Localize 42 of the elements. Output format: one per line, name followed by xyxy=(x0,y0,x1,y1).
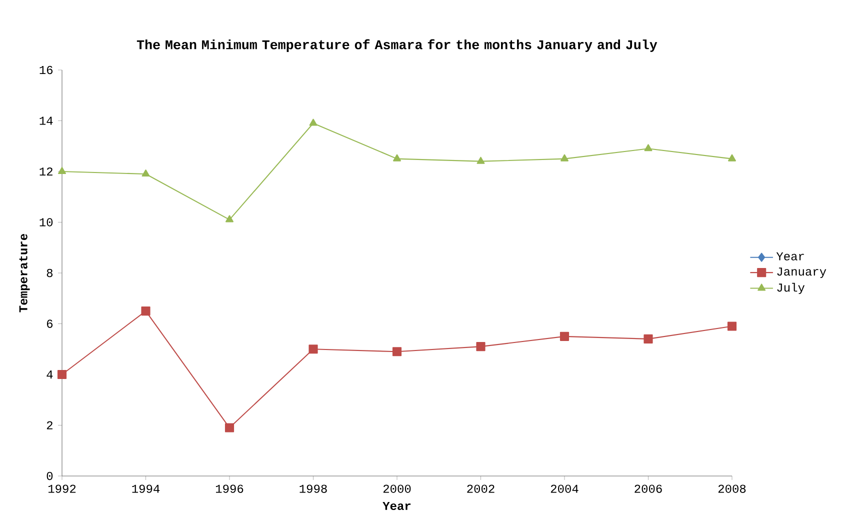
y-tick-label: 14 xyxy=(40,116,53,125)
point xyxy=(142,169,150,177)
point xyxy=(226,215,234,222)
legend-label: January xyxy=(777,268,826,278)
x-tick-label: 2004 xyxy=(550,484,578,493)
y-tick-label: 4 xyxy=(46,370,53,378)
x-tick-label: 1992 xyxy=(48,484,76,493)
x-axis-title: Year xyxy=(382,502,411,510)
point xyxy=(560,332,570,341)
y-axis-title: Temperature xyxy=(19,234,30,312)
point xyxy=(58,166,66,174)
x-tick-label: 1996 xyxy=(216,484,244,493)
point xyxy=(392,347,402,356)
x-tick-label: 1998 xyxy=(300,484,327,493)
y-tick-label: 2 xyxy=(46,421,52,430)
y-tick-label: 10 xyxy=(40,218,53,226)
y-tick-label: 12 xyxy=(40,167,52,176)
y-tick-label: 0 xyxy=(46,472,53,480)
x-tick-label: 2002 xyxy=(467,484,494,493)
point xyxy=(141,306,150,316)
point xyxy=(644,144,652,152)
point xyxy=(476,342,486,352)
point xyxy=(644,334,653,344)
point xyxy=(476,156,485,164)
x-tick-label: 2000 xyxy=(383,484,411,493)
point xyxy=(308,344,318,354)
x-tick-label: 1994 xyxy=(132,484,160,493)
chart-title: The Mean Minimum Temperature of Asmara for the months January and July xyxy=(136,39,658,52)
point xyxy=(57,370,67,380)
legend-label: July xyxy=(777,282,805,294)
legend-label: Year xyxy=(776,252,804,260)
y-tick-label: 8 xyxy=(46,268,53,278)
y-tick-label: 16 xyxy=(40,66,53,74)
point xyxy=(393,154,402,162)
point xyxy=(727,322,737,331)
point xyxy=(728,154,736,162)
y-tick-label: 6 xyxy=(46,320,53,328)
point xyxy=(309,118,318,126)
x-tick-label: 2006 xyxy=(634,484,662,493)
point xyxy=(224,423,234,432)
x-tick-label: 2008 xyxy=(718,484,746,493)
point xyxy=(560,154,569,162)
